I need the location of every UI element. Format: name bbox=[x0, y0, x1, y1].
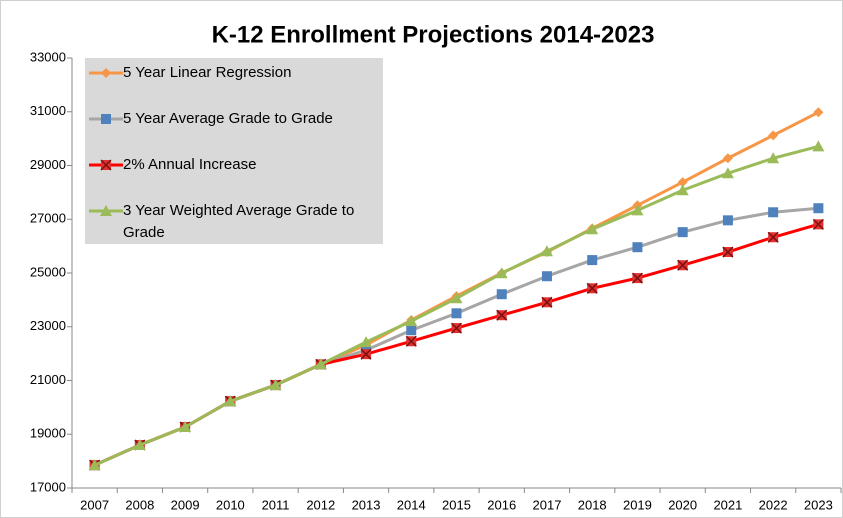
x-tick-label: 2015 bbox=[442, 497, 471, 512]
marker bbox=[677, 227, 688, 238]
marker bbox=[813, 107, 824, 118]
marker bbox=[587, 255, 598, 266]
marker bbox=[812, 218, 824, 230]
legend-swatch bbox=[89, 114, 123, 124]
legend-label: 5 Year Linear Regression bbox=[123, 64, 292, 81]
marker-cross bbox=[360, 348, 372, 360]
marker-cross bbox=[496, 309, 508, 321]
x-tick-label: 2008 bbox=[125, 497, 154, 512]
marker bbox=[360, 348, 372, 360]
marker-cross bbox=[677, 259, 689, 271]
x-tick-label: 2022 bbox=[759, 497, 788, 512]
marker bbox=[269, 379, 282, 391]
x-tick-label: 2021 bbox=[713, 497, 742, 512]
marker bbox=[677, 259, 689, 271]
x-tick-label: 2016 bbox=[487, 497, 516, 512]
marker bbox=[722, 153, 733, 164]
marker bbox=[812, 140, 825, 152]
marker bbox=[495, 267, 508, 279]
y-tick-label: 21000 bbox=[30, 372, 66, 387]
marker bbox=[631, 204, 644, 216]
marker bbox=[133, 439, 146, 450]
x-tick-label: 2012 bbox=[306, 497, 335, 512]
marker bbox=[767, 152, 780, 164]
marker bbox=[541, 296, 553, 308]
marker-cross bbox=[631, 272, 643, 284]
marker bbox=[224, 395, 237, 407]
marker bbox=[100, 205, 112, 216]
x-tick-label: 2018 bbox=[578, 497, 607, 512]
x-tick-label: 2007 bbox=[80, 497, 109, 512]
marker-cross bbox=[450, 322, 463, 334]
marker bbox=[360, 336, 373, 348]
marker bbox=[450, 292, 463, 304]
y-tick-label: 17000 bbox=[30, 479, 66, 494]
marker bbox=[101, 68, 111, 78]
y-tick-label: 19000 bbox=[30, 426, 66, 441]
marker bbox=[405, 315, 418, 327]
chart-title: K-12 Enrollment Projections 2014-2023 bbox=[212, 21, 655, 48]
x-tick-label: 2011 bbox=[262, 497, 290, 512]
x-tick-label: 2023 bbox=[804, 497, 833, 512]
marker bbox=[88, 459, 101, 471]
marker bbox=[676, 184, 689, 196]
marker bbox=[451, 308, 462, 319]
legend: 5 Year Linear Regression 5 Year Average G… bbox=[85, 58, 383, 244]
marker-cross bbox=[767, 231, 779, 243]
legend-label: 5 Year Average Grade to Grade bbox=[123, 110, 333, 127]
legend-item: 3 Year Weighted Average Grade to Grade bbox=[85, 200, 381, 244]
marker bbox=[496, 289, 507, 300]
x-tick-label: 2020 bbox=[668, 497, 697, 512]
marker bbox=[540, 245, 553, 257]
legend-label: 2% Annual Increase bbox=[123, 156, 257, 173]
marker bbox=[450, 322, 463, 334]
x-tick-label: 2009 bbox=[171, 497, 200, 512]
x-tick-label: 2010 bbox=[216, 497, 245, 512]
legend-item: 5 Year Linear Regression bbox=[85, 62, 381, 84]
marker bbox=[100, 159, 112, 171]
marker-cross bbox=[586, 282, 598, 294]
y-tick-label: 33000 bbox=[30, 49, 66, 64]
legend-item: 5 Year Average Grade to Grade bbox=[85, 108, 381, 130]
x-tick-label: 2019 bbox=[623, 497, 652, 512]
legend-item: 2% Annual Increase bbox=[85, 154, 381, 176]
marker bbox=[722, 215, 733, 226]
marker-cross bbox=[722, 246, 734, 258]
marker-cross bbox=[405, 335, 417, 347]
legend-swatch bbox=[89, 205, 123, 216]
marker-cross bbox=[812, 218, 824, 230]
marker bbox=[722, 246, 734, 258]
x-tick-label: 2013 bbox=[352, 497, 381, 512]
marker bbox=[405, 335, 417, 347]
y-tick-label: 31000 bbox=[30, 103, 66, 118]
marker bbox=[631, 272, 643, 284]
y-tick-label: 23000 bbox=[30, 318, 66, 333]
marker bbox=[768, 130, 779, 141]
y-tick-label: 29000 bbox=[30, 157, 66, 172]
marker bbox=[314, 358, 327, 370]
marker bbox=[101, 114, 111, 124]
y-tick-label: 25000 bbox=[30, 264, 66, 279]
marker bbox=[541, 271, 552, 282]
marker-cross bbox=[100, 159, 112, 171]
marker bbox=[586, 282, 598, 294]
marker bbox=[632, 242, 643, 253]
legend-label: 3 Year Weighted Average Grade to Grade bbox=[123, 202, 355, 241]
marker bbox=[767, 231, 779, 243]
marker bbox=[586, 223, 599, 235]
marker-cross bbox=[541, 296, 553, 308]
marker bbox=[406, 325, 417, 336]
marker bbox=[768, 207, 779, 218]
marker bbox=[179, 420, 192, 432]
marker bbox=[677, 177, 688, 188]
marker bbox=[813, 203, 824, 214]
x-tick-label: 2014 bbox=[397, 497, 426, 512]
legend-swatch bbox=[89, 159, 123, 171]
x-tick-label: 2017 bbox=[533, 497, 562, 512]
marker bbox=[496, 309, 508, 321]
marker bbox=[721, 167, 734, 179]
y-tick-label: 27000 bbox=[30, 211, 66, 226]
legend-swatch bbox=[89, 68, 123, 78]
